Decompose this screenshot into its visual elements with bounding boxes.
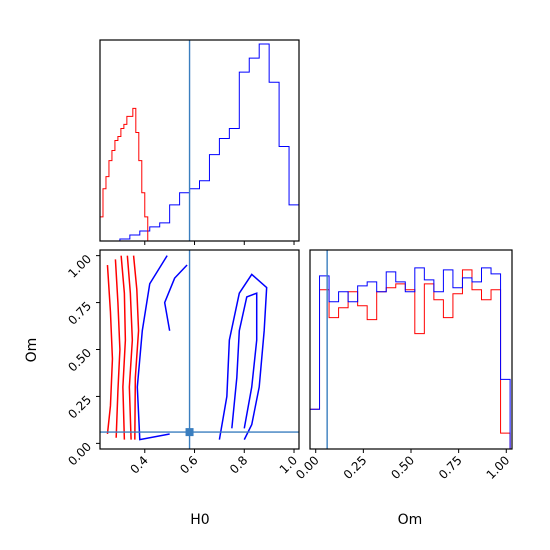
- red-contour-4: [132, 255, 140, 440]
- hist-om-red-series: [309, 269, 511, 449]
- red-contour-2: [120, 255, 127, 440]
- x-axis-label-om: Om: [398, 512, 423, 528]
- hist-h0-red-series: [99, 107, 149, 241]
- hist-om-panel: 0.00 0.25 0.50 0.75 1.00: [293, 249, 513, 482]
- blue-contour-3: [163, 264, 188, 331]
- contour-y-tick-label: 1.00: [65, 252, 94, 281]
- contour-lines: [106, 255, 268, 441]
- hist-om-tick-label: 1.00: [484, 453, 513, 482]
- contour-panel: 0.4 0.6 0.8 1.00.000.250.500.751.00: [65, 249, 300, 477]
- hist-h0-blue-series: [100, 43, 300, 242]
- blue-contour-0: [136, 255, 170, 441]
- x-axis-label-h0: H0: [190, 512, 209, 528]
- panel-frame: [99, 39, 300, 242]
- contour-y-tick-label: 0.50: [65, 346, 94, 375]
- red-contour-1: [114, 259, 121, 438]
- contour-y-tick-label: 0.75: [65, 299, 94, 328]
- hist-om-tick-label: 0.75: [436, 453, 465, 482]
- contour-x-tick-label: 0.6: [177, 453, 200, 476]
- hist-om-tick-label: 0.25: [341, 453, 370, 482]
- blue-contour-2: [231, 292, 258, 429]
- hist-om-tick-label: 0.00: [293, 453, 322, 482]
- red-contour-3: [126, 255, 134, 440]
- hist-om-blue-series: [309, 267, 511, 449]
- hist-om-tick-label: 0.50: [388, 453, 417, 482]
- hist-h0-panel: [99, 39, 300, 245]
- contour-y-tick-label: 0.00: [65, 440, 94, 469]
- y-axis-label-om: Om: [24, 338, 40, 363]
- truth-marker: [185, 428, 194, 437]
- red-contour-0: [106, 264, 114, 435]
- contour-x-tick-label: 0.4: [127, 453, 150, 476]
- blue-contour-1: [218, 273, 268, 440]
- contour-x-tick-label: 0.8: [227, 453, 250, 476]
- contour-y-tick-label: 0.25: [65, 393, 94, 422]
